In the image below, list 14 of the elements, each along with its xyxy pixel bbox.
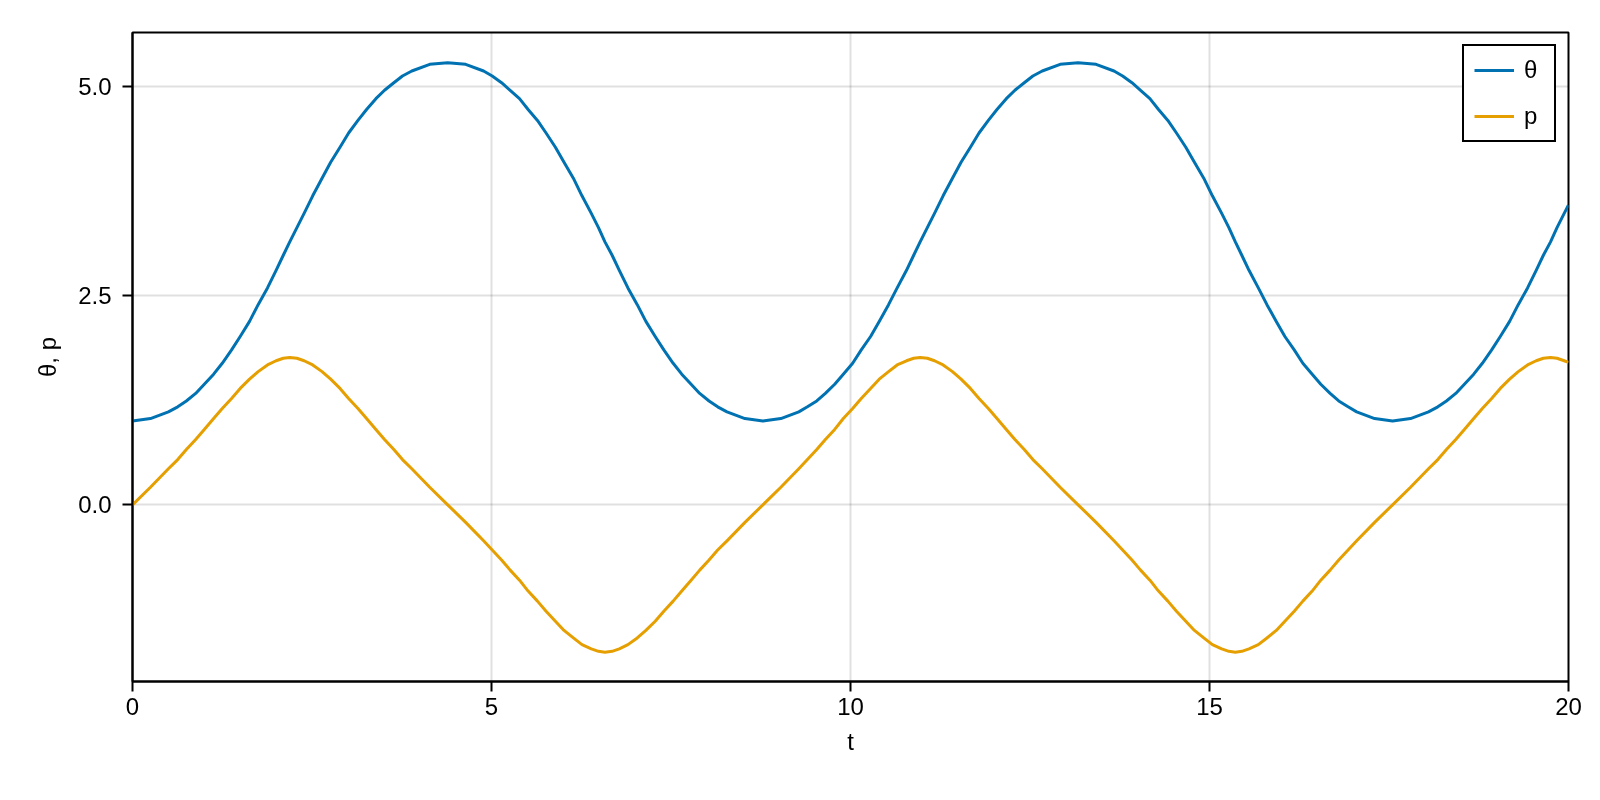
x-tick-label: 5 [484, 692, 499, 720]
x-tick-label: 10 [837, 692, 864, 720]
y-axis-title: θ, p [34, 336, 62, 378]
x-tick-label: 15 [1196, 692, 1223, 720]
line-series [132, 355, 1569, 654]
legend-label: p [1524, 102, 1539, 130]
line-series [132, 61, 1569, 423]
x-tick-label: 0 [125, 692, 140, 720]
y-tick-label: 5.0 [78, 72, 112, 100]
y-tick-label: 0.0 [78, 491, 112, 519]
x-tick-label: 20 [1555, 692, 1582, 720]
x-axis-title: t [847, 727, 855, 755]
legend-label: θ [1524, 56, 1539, 84]
y-tick-label: 2.5 [78, 281, 112, 309]
